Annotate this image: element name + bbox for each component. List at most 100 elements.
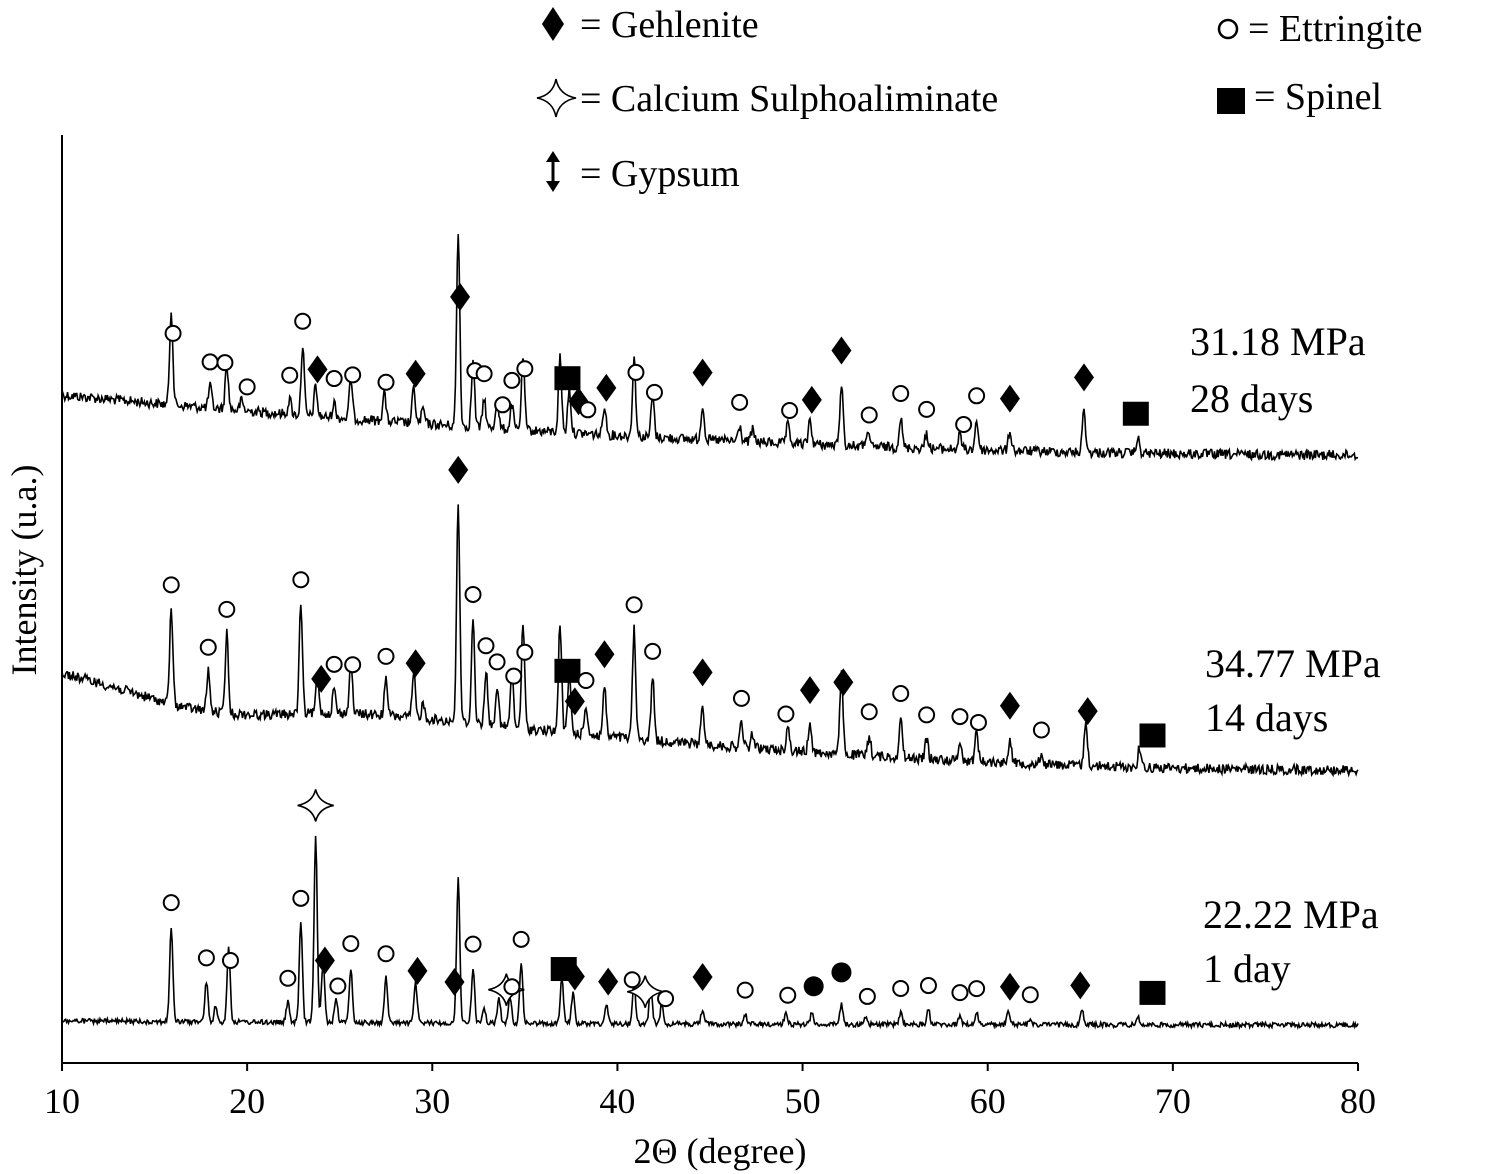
ettringite-marker-icon	[344, 656, 362, 674]
gehlenite-marker-icon	[596, 373, 617, 402]
spinel-marker-icon	[554, 658, 581, 683]
ettringite-marker-icon	[918, 706, 936, 724]
legend-gypsum-label: = Gypsum	[580, 153, 740, 195]
ettringite-marker-icon	[627, 363, 645, 381]
gehlenite-marker-icon	[564, 962, 585, 991]
trace-label-1d-strength: 22.22 MPa	[1203, 892, 1379, 937]
ettringite-marker-icon	[464, 585, 482, 603]
ettringite-marker-icon	[197, 949, 215, 967]
ettringite-marker-icon	[777, 705, 795, 723]
ettringite-marker-icon	[164, 324, 182, 342]
ettringite-marker-icon	[199, 638, 217, 656]
x-tick-label-30: 30	[414, 1081, 450, 1121]
legend-spinel-icon	[1217, 88, 1245, 114]
trace-label-14d-strength: 34.77 MPa	[1205, 641, 1381, 686]
legend-ettringite-icon	[1217, 18, 1239, 40]
xrd-trace-1-day	[61, 835, 1359, 1031]
ettringite-marker-icon	[464, 935, 482, 953]
gehlenite-marker-icon	[405, 359, 426, 388]
ettringite-marker-icon	[968, 980, 986, 998]
gehlenite-marker-icon	[448, 455, 469, 484]
x-tick-label-70: 70	[1155, 1081, 1191, 1121]
ettringite-marker-icon	[377, 373, 395, 391]
ettringite-marker-icon	[779, 986, 797, 1004]
ettringite-marker-icon	[294, 312, 312, 330]
ettringite-marker-icon	[342, 935, 360, 953]
ettringite-marker-icon	[919, 977, 937, 995]
traces	[61, 234, 1359, 1031]
ettringite-marker-icon	[488, 653, 506, 671]
calcium-sulphoaliminate-marker-icon	[627, 975, 664, 1008]
y-axis-title: Intensity (u.a.)	[4, 465, 44, 676]
x-tick-label-40: 40	[599, 1081, 635, 1121]
ettringite-marker-icon	[503, 978, 521, 996]
gehlenite-marker-icon	[999, 972, 1020, 1001]
gehlenite-marker-icon	[314, 946, 335, 975]
gehlenite-marker-icon	[1073, 363, 1094, 392]
trace-label-14d-age: 14 days	[1205, 695, 1328, 740]
legend-gehlenite-icon	[542, 7, 564, 41]
ettringite-marker-icon	[218, 600, 236, 618]
ettringite-marker-icon	[216, 354, 234, 372]
ettringite-marker-icon	[279, 969, 297, 987]
ettringite-marker-icon	[292, 571, 310, 589]
gehlenite-marker-icon	[999, 691, 1020, 720]
ettringite-marker-icon	[477, 637, 495, 655]
ettringite-marker-icon	[623, 971, 641, 989]
calcium-sulphoaliminate-marker-icon	[297, 789, 334, 822]
gehlenite-marker-icon	[405, 649, 426, 678]
ettringite-marker-icon	[645, 383, 663, 401]
ettringite-marker-icon	[221, 952, 239, 970]
ettringite-marker-icon	[731, 393, 749, 411]
legend: = Gehlenite = Calcium Sulphoaliminate = …	[536, 4, 1422, 195]
legend-calcium-sulphoaliminate-label: = Calcium Sulphoaliminate	[580, 78, 998, 120]
filled-circle-marker-icon	[803, 976, 824, 997]
gehlenite-marker-icon	[1070, 971, 1091, 1000]
gehlenite-marker-icon	[999, 384, 1020, 413]
ettringite-marker-icon	[736, 981, 754, 999]
gehlenite-marker-icon	[407, 956, 428, 985]
gehlenite-marker-icon	[692, 358, 713, 387]
ettringite-marker-icon	[860, 703, 878, 721]
ettringite-marker-icon	[292, 889, 310, 907]
ettringite-marker-icon	[781, 401, 799, 419]
legend-gehlenite-label: = Gehlenite	[580, 4, 759, 46]
x-axis-title: 2Θ (degree)	[634, 1131, 807, 1171]
ettringite-marker-icon	[475, 365, 493, 383]
gehlenite-marker-icon	[450, 282, 471, 311]
ettringite-marker-icon	[329, 977, 347, 995]
ettringite-marker-icon	[892, 685, 910, 703]
ettringite-marker-icon	[377, 945, 395, 963]
gehlenite-marker-icon	[307, 355, 328, 384]
ettringite-marker-icon	[955, 416, 973, 434]
ettringite-marker-icon	[657, 990, 675, 1008]
ettringite-marker-icon	[325, 370, 343, 388]
ettringite-marker-icon	[344, 366, 362, 384]
ettringite-marker-icon	[951, 708, 969, 726]
ettringite-marker-icon	[968, 387, 986, 405]
ettringite-marker-icon	[732, 689, 750, 707]
x-tick-label-50: 50	[785, 1081, 821, 1121]
ettringite-marker-icon	[516, 643, 534, 661]
xrd-trace-14-days	[61, 504, 1359, 778]
gehlenite-marker-icon	[594, 640, 615, 669]
spinel-marker-icon	[1139, 980, 1166, 1005]
ettringite-marker-icon	[494, 396, 512, 414]
gehlenite-marker-icon	[564, 687, 585, 716]
ettringite-marker-icon	[516, 360, 534, 378]
ettringite-marker-icon	[858, 987, 876, 1005]
ettringite-marker-icon	[918, 400, 936, 418]
gehlenite-marker-icon	[598, 967, 619, 996]
ettringite-marker-icon	[644, 642, 662, 660]
ettringite-marker-icon	[512, 930, 530, 948]
phase-markers	[162, 282, 1166, 1008]
spinel-marker-icon	[1122, 401, 1149, 426]
gehlenite-marker-icon	[692, 962, 713, 991]
ettringite-marker-icon	[201, 353, 219, 371]
spinel-marker-icon	[554, 366, 581, 391]
ettringite-marker-icon	[579, 401, 597, 419]
trace-label-1d-age: 1 day	[1203, 946, 1291, 991]
ettringite-marker-icon	[860, 406, 878, 424]
gehlenite-marker-icon	[799, 676, 820, 705]
